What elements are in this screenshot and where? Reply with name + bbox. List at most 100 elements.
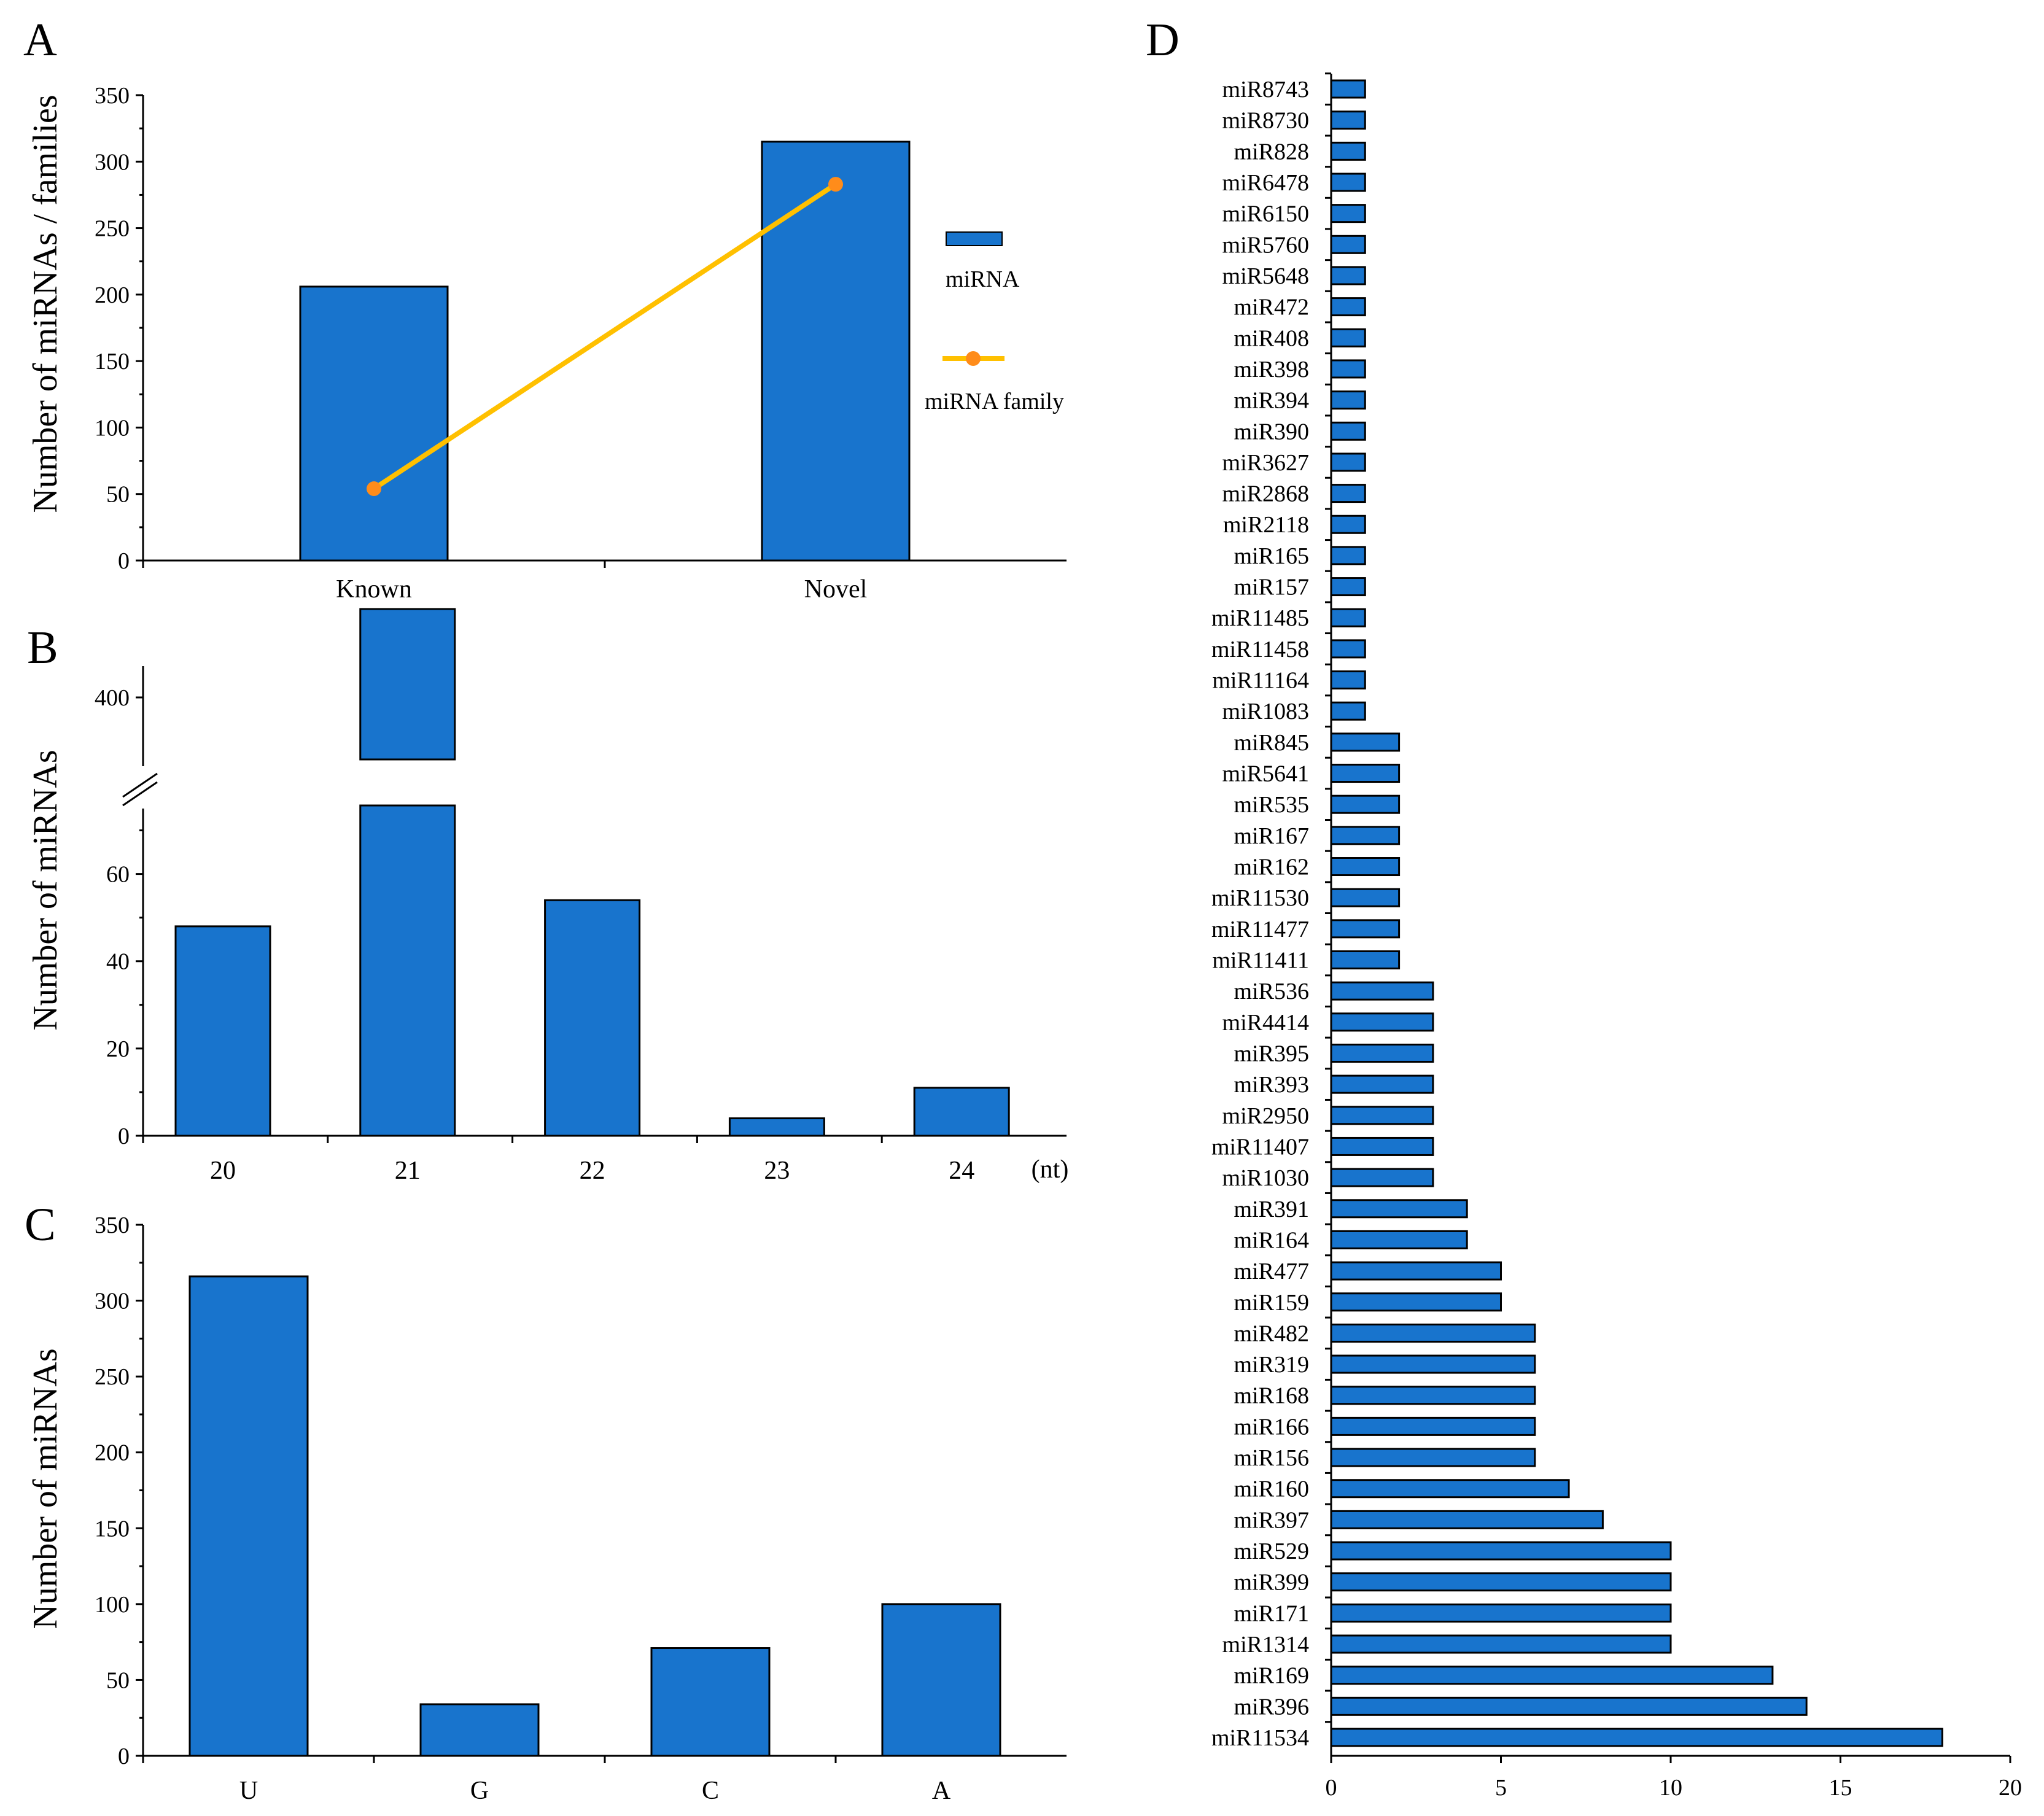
panel-d-bar-mir11458 — [1330, 639, 1366, 659]
panel-d-bar-mir396 — [1330, 1696, 1808, 1716]
panel-b-y-tick-label: 400 — [95, 685, 130, 711]
panel-d-x-tick-label: 15 — [1829, 1775, 1852, 1801]
panel-a-y-tick-label: 250 — [95, 216, 130, 242]
panel-d-bar-mir3627 — [1330, 452, 1366, 472]
panel-d-category-label: miR2118 — [1223, 512, 1309, 538]
panel-d-category-label: miR5760 — [1222, 232, 1309, 258]
panel-d-category-label: miR6478 — [1222, 170, 1309, 196]
panel-a-family-point — [367, 481, 381, 497]
panel-d-category-label: miR394 — [1234, 388, 1309, 414]
panel-d-bar-mir535 — [1330, 794, 1401, 814]
panel-d-category-label: miR1083 — [1222, 699, 1309, 724]
panel-b: B Number of miRNAs (nt) 0 20 40 60 400 20 21 22… — [26, 608, 1069, 1185]
panel-d-category-label: miR482 — [1234, 1321, 1309, 1346]
panel-d-category-label: miR5641 — [1222, 761, 1309, 787]
panel-d-bar-mir1314 — [1330, 1634, 1672, 1654]
panel-d-category-label: miR535 — [1234, 792, 1309, 818]
panel-d-bar-mir477 — [1330, 1261, 1502, 1281]
panel-c-y-tick-label: 150 — [95, 1516, 130, 1542]
panel-d-bar-mir165 — [1330, 546, 1366, 565]
panel-b-y-tick-label: 20 — [106, 1036, 130, 1062]
panel-d-category-label: miR393 — [1234, 1072, 1309, 1098]
panel-d-bar-mir2118 — [1330, 514, 1366, 534]
panel-b-bar-21-upper — [359, 608, 456, 761]
panel-d-category-label: miR395 — [1234, 1041, 1309, 1066]
panel-c-letter: C — [25, 1199, 56, 1251]
panel-b-bar-22 — [544, 899, 641, 1137]
panel-d-category-label: miR11164 — [1212, 668, 1309, 694]
panel-a-y-tick-label: 50 — [106, 482, 130, 508]
panel-d-bar-mir11530 — [1330, 888, 1401, 907]
panel-d-bar-mir156 — [1330, 1448, 1536, 1467]
panel-d-bar-mir11407 — [1330, 1136, 1434, 1156]
panel-d-bar-mir8743 — [1330, 79, 1366, 99]
panel-d-bar-mir399 — [1330, 1572, 1672, 1592]
panel-a-y-tick-label: 150 — [95, 349, 130, 374]
panel-d-bar-mir1030 — [1330, 1168, 1434, 1187]
panel-d-bar-mir8730 — [1330, 111, 1366, 130]
panel-a-family-point — [828, 177, 843, 192]
panel-d-x-tick-label: 20 — [1999, 1775, 2022, 1801]
panel-d-category-label: miR845 — [1234, 730, 1309, 756]
panel-d-bar-mir5760 — [1330, 235, 1366, 254]
panel-d-bar-mir482 — [1330, 1323, 1536, 1343]
panel-d-category-label: miR11530 — [1211, 885, 1309, 911]
panel-d-category-label: miR4414 — [1222, 1010, 1309, 1036]
panel-b-x-label: 22 — [580, 1157, 605, 1185]
panel-b-axis-break-mark — [122, 781, 158, 807]
panel-d: D 0 5 10 15 20 miR8743 miR8730 miR828 miR6478 miR… — [1146, 14, 2022, 1801]
panel-d-bar-mir395 — [1330, 1043, 1434, 1063]
panel-d-bar-mir398 — [1330, 359, 1366, 379]
panel-d-category-label: miR399 — [1234, 1570, 1309, 1596]
panel-d-bar-mir2950 — [1330, 1106, 1434, 1125]
panel-d-category-label: miR162 — [1234, 855, 1309, 880]
panel-d-bar-mir11164 — [1330, 670, 1366, 690]
panel-c-ylabel: Number of miRNAs — [26, 1348, 64, 1629]
panel-a-y-tick-label: 300 — [95, 149, 130, 175]
legend-family-label: miRNA family — [925, 389, 1064, 414]
panel-a-x-label: Novel — [804, 575, 868, 603]
panel-c-y-tick-label: 50 — [106, 1667, 130, 1693]
panel-b-xunit: (nt) — [1032, 1155, 1069, 1184]
panel-c-bar-a — [881, 1603, 1001, 1757]
panel-d-bar-mir169 — [1330, 1666, 1774, 1685]
panel-d-category-label: miR165 — [1234, 543, 1309, 569]
legend-miRNA-label: miRNA — [946, 266, 1020, 292]
panel-d-bar-mir160 — [1330, 1479, 1570, 1499]
panel-d-category-label: miR6150 — [1222, 201, 1309, 227]
panel-d-x-tick-label: 10 — [1659, 1775, 1682, 1801]
panel-a-x-label: Known — [336, 575, 412, 603]
panel-d-category-label: miR11485 — [1211, 605, 1309, 631]
panel-b-axis-break-mark — [122, 772, 158, 798]
panel-c: C Number of miRNAs 0 50 100 150 200 250 300 350… — [25, 1199, 1067, 1805]
panel-d-bar-mir828 — [1330, 141, 1366, 161]
panel-d-bar-mir11411 — [1330, 950, 1401, 969]
panel-d-category-label: miR166 — [1234, 1414, 1309, 1440]
panel-d-category-label: miR11458 — [1211, 637, 1309, 662]
panel-b-bar-24 — [913, 1087, 1010, 1137]
panel-c-y-tick-label: 350 — [95, 1213, 130, 1238]
panel-a-family-line — [372, 182, 837, 491]
panel-c-bar-u — [188, 1275, 309, 1757]
panel-d-bar-mir5648 — [1330, 266, 1366, 285]
panel-b-bar-20 — [174, 925, 271, 1137]
panel-d-category-label: miR397 — [1234, 1507, 1309, 1533]
panel-d-bar-mir157 — [1330, 577, 1366, 597]
panel-d-category-label: miR390 — [1234, 419, 1309, 444]
panel-d-category-label: miR828 — [1234, 139, 1309, 165]
panel-a-letter: A — [23, 14, 57, 66]
panel-d-category-label: miR11407 — [1211, 1134, 1309, 1160]
panel-d-bar-mir166 — [1330, 1416, 1536, 1436]
panel-d-bar-mir11485 — [1330, 608, 1366, 627]
panel-d-category-label: miR529 — [1234, 1539, 1309, 1564]
panel-a-y-tick-label: 0 — [118, 548, 130, 574]
panel-d-x-tick-label: 0 — [1326, 1775, 1337, 1801]
panel-d-category-label: miR169 — [1234, 1663, 1309, 1689]
legend-family-marker — [966, 351, 981, 366]
panel-d-bar-mir4414 — [1330, 1012, 1434, 1032]
panel-d-category-label: miR2868 — [1222, 481, 1309, 507]
panel-b-x-label: 21 — [395, 1157, 421, 1185]
panel-d-category-label: miR8730 — [1222, 108, 1309, 134]
panel-b-bar-23 — [728, 1117, 825, 1137]
panel-d-letter: D — [1146, 14, 1179, 66]
